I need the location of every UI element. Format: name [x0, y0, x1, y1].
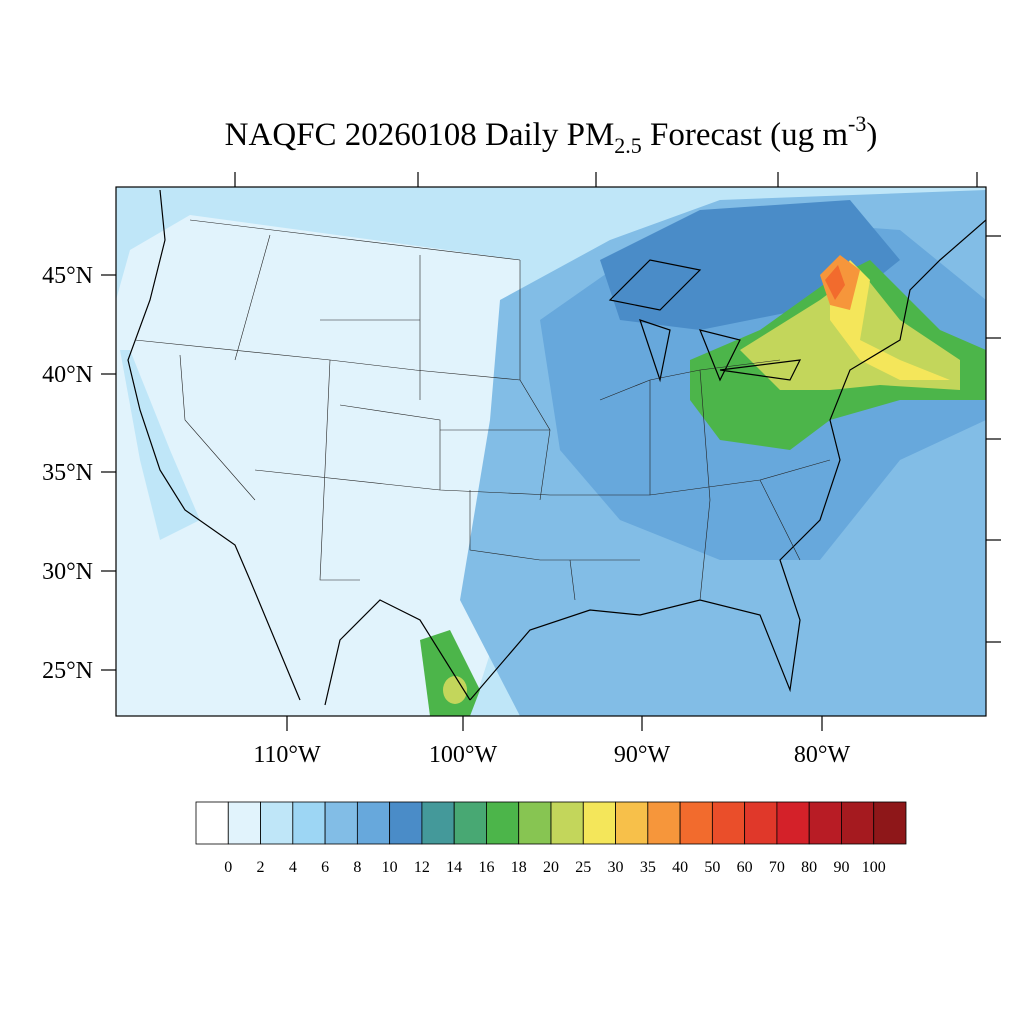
colorbar-box: [679, 801, 713, 845]
colorbar-label: 4: [289, 859, 297, 876]
colorbar-label: 16: [478, 859, 494, 876]
colorbar-label: 100: [862, 859, 886, 876]
colorbar-box: [486, 801, 520, 845]
colorbar-box: [711, 801, 746, 845]
field-california: [120, 350, 200, 540]
colorbar-box: [227, 801, 261, 845]
lon-label: 90°W: [614, 742, 671, 768]
axis-labels: 45°N 40°N 35°N 30°N 25°N 110°W 100°W 90°W 80°W: [42, 263, 850, 768]
colorbar-box: [582, 801, 616, 845]
frame-ticks: [101, 172, 1001, 731]
field-red: [825, 265, 845, 300]
colorbar-label: 2: [257, 859, 265, 876]
colorbar-label: 40: [672, 859, 688, 876]
colorbar: 0 2 4 6 8 10 12 14 16 18 20 25 30 35 40 50 60 70 80 90 100: [195, 801, 907, 876]
colorbar-box: [453, 801, 487, 845]
lon-label: 100°W: [429, 742, 498, 768]
colorbar-label: 30: [608, 859, 624, 876]
colorbar-label: 8: [353, 859, 361, 876]
colorbar-label: 20: [543, 859, 559, 876]
colorbar-label: 18: [511, 859, 527, 876]
title-sub: 2.5: [614, 133, 642, 158]
colorbar-label: 0: [224, 859, 232, 876]
lat-label: 35°N: [42, 460, 93, 486]
colorbar-label: 6: [321, 859, 329, 876]
colorbar-label: 50: [704, 859, 720, 876]
map-frame: [115, 186, 987, 717]
colorbar-box: [195, 801, 229, 845]
title: NAQFC 20260108 Daily PM2.5 Forecast (ug …: [225, 111, 878, 158]
colorbar-box: [356, 801, 391, 845]
lat-label: 45°N: [42, 263, 93, 289]
colorbar-box: [389, 801, 423, 845]
colorbar-box: [518, 801, 552, 845]
colorbar-box: [615, 801, 649, 845]
colorbar-label: 14: [446, 859, 462, 876]
colorbar-label: 90: [833, 859, 849, 876]
colorbar-box: [808, 801, 842, 845]
title-main: NAQFC 20260108 Daily PM: [225, 117, 615, 153]
colorbar-label: 60: [737, 859, 753, 876]
colorbar-label: 80: [801, 859, 817, 876]
colorbar-box: [873, 801, 907, 845]
lon-label: 80°W: [794, 742, 851, 768]
colorbar-label: 35: [640, 859, 656, 876]
field-mexico-hot: [443, 676, 467, 704]
lon-label: 110°W: [253, 742, 321, 768]
colorbar-label: 25: [575, 859, 591, 876]
colorbar-box: [744, 801, 778, 845]
colorbar-box: [260, 801, 294, 845]
colorbar-box: [324, 801, 358, 845]
colorbar-label: 12: [414, 859, 430, 876]
lat-label: 30°N: [42, 559, 93, 585]
colorbar-box: [776, 801, 810, 845]
state-lines: [134, 219, 831, 601]
title-rest: Forecast (ug m: [642, 117, 849, 153]
field-yellow: [830, 260, 950, 380]
colorbar-box: [647, 801, 681, 845]
map: [116, 187, 986, 716]
colorbar-label: 70: [769, 859, 785, 876]
great-lakes: [608, 259, 802, 383]
colorbar-label: 10: [382, 859, 398, 876]
coast-east: [324, 219, 986, 706]
title-sup: -3: [848, 111, 866, 136]
coast-west: [127, 189, 301, 701]
lat-label: 40°N: [42, 362, 93, 388]
title-end: ): [866, 117, 877, 153]
colorbar-box: [550, 801, 584, 845]
colorbar-box: [292, 801, 326, 845]
lat-label: 25°N: [42, 658, 93, 684]
field-west: [116, 215, 520, 716]
colorbar-box: [421, 801, 455, 845]
colorbar-box: [841, 801, 875, 845]
